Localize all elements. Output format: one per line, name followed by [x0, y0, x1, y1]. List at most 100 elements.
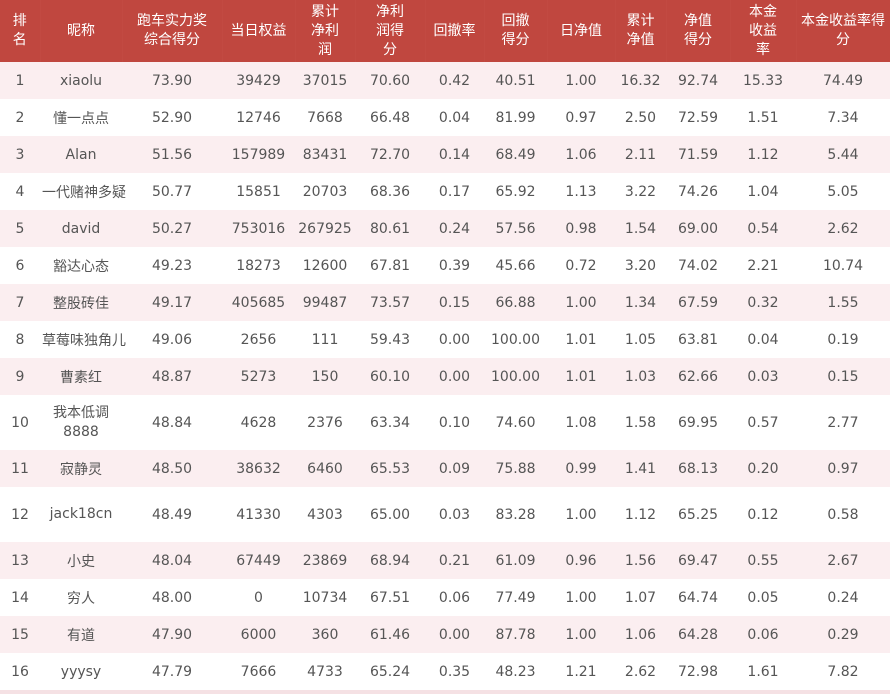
- rank-cell: 13: [0, 542, 40, 579]
- principal-return-score-cell: 7.34: [796, 99, 890, 136]
- principal-return-cell: 0.06: [730, 616, 796, 653]
- nickname-cell: 寂静灵: [40, 450, 122, 487]
- nav-score-cell: 72.59: [666, 99, 730, 136]
- cumulative-nav-cell: 16.32: [615, 62, 666, 99]
- nickname-cell: 我本低调8888: [40, 395, 122, 450]
- daily-nav-cell: 1.08: [547, 395, 615, 450]
- principal-return-cell: 0.20: [730, 450, 796, 487]
- profit-score-cell: 66.48: [355, 99, 425, 136]
- rank-cell: 8: [0, 321, 40, 358]
- header-row: 排名 昵称 跑车实力奖综合得分 当日权益 累计净利润 净利润得分 回撤率 回撤得…: [0, 0, 890, 62]
- cumulative-nav-cell: 1.56: [615, 542, 666, 579]
- nav-score-cell: 62.66: [666, 358, 730, 395]
- header-cumulative-nav: 累计净值: [615, 0, 667, 62]
- profit-score-cell: 61.46: [355, 616, 425, 653]
- nav-score-cell: 69.47: [666, 542, 730, 579]
- equity-cell: 157989: [222, 136, 295, 173]
- rank-cell: 14: [0, 579, 40, 616]
- header-composite-score: 跑车实力奖综合得分: [122, 0, 223, 62]
- header-principal-return-score: 本金收益率得分: [796, 0, 890, 62]
- composite-score-cell: 48.00: [122, 579, 222, 616]
- principal-return-score-cell: 2.62: [796, 210, 890, 247]
- equity-cell: 0: [222, 579, 295, 616]
- principal-return-cell: 0.32: [730, 284, 796, 321]
- drawdown-score-cell: 87.78: [484, 616, 547, 653]
- drawdown-rate-cell: 0.24: [425, 210, 484, 247]
- drawdown-score-cell: 57.56: [484, 210, 547, 247]
- rank-cell: 9: [0, 358, 40, 395]
- drawdown-score-cell: 40.51: [484, 62, 547, 99]
- rank-cell: 5: [0, 210, 40, 247]
- cumulative-profit-cell: 4733: [295, 653, 355, 690]
- principal-return-score-cell: 5.05: [796, 173, 890, 210]
- profit-score-cell: 65.00: [355, 487, 425, 542]
- drawdown-score-cell: 66.88: [484, 284, 547, 321]
- cumulative-profit-cell: 23869: [295, 542, 355, 579]
- composite-score-cell: 47.79: [122, 653, 222, 690]
- nickname-cell: xiaolu: [40, 62, 122, 99]
- table-row: 15 有道 47.90 6000 360 61.46 0.00 87.78 1.00 1.06 64…: [0, 616, 890, 653]
- nickname-cell: david: [40, 210, 122, 247]
- cumulative-profit-cell: 7668: [295, 99, 355, 136]
- nickname-cell: 穷人: [40, 579, 122, 616]
- nav-score-cell: 69.00: [666, 210, 730, 247]
- principal-return-score-cell: 10.74: [796, 247, 890, 284]
- nickname-cell: 草莓味独角儿: [40, 321, 126, 358]
- daily-nav-cell: 1.00: [547, 616, 615, 653]
- profit-score-cell: 70.60: [355, 62, 425, 99]
- cumulative-nav-cell: 2.62: [615, 653, 666, 690]
- rank-cell: 1: [0, 62, 40, 99]
- nav-score-cell: 64.74: [666, 579, 730, 616]
- drawdown-rate-cell: 0.39: [425, 247, 484, 284]
- principal-return-score-cell: 0.19: [796, 321, 890, 358]
- table-row: 2 懂一点点 52.90 12746 7668 66.48 0.04 81.99 0.97 2.5…: [0, 99, 890, 136]
- nav-score-cell: 64.28: [666, 616, 730, 653]
- daily-nav-cell: 1.01: [547, 358, 615, 395]
- cumulative-profit-cell: 10734: [295, 579, 355, 616]
- cumulative-profit-cell: 37015: [295, 62, 355, 99]
- header-profit-score: 净利润得分: [355, 0, 426, 62]
- cumulative-nav-cell: 1.05: [615, 321, 666, 358]
- composite-score-cell: 49.06: [122, 321, 222, 358]
- drawdown-score-cell: 65.92: [484, 173, 547, 210]
- daily-nav-cell: 1.00: [547, 579, 615, 616]
- rank-cell: 16: [0, 653, 40, 690]
- principal-return-score-cell: 0.97: [796, 450, 890, 487]
- daily-nav-cell: 1.06: [547, 136, 615, 173]
- nickname-cell: 曹素红: [40, 358, 122, 395]
- drawdown-rate-cell: 0.42: [425, 62, 484, 99]
- profit-score-cell: 67.51: [355, 579, 425, 616]
- nav-score-cell: 68.13: [666, 450, 730, 487]
- profit-score-cell: 63.34: [355, 395, 425, 450]
- composite-score-cell: 48.84: [122, 395, 222, 450]
- equity-cell: 41330: [222, 487, 295, 542]
- nav-score-cell: 74.02: [666, 247, 730, 284]
- header-nickname: 昵称: [40, 0, 123, 62]
- rank-cell: 7: [0, 284, 40, 321]
- principal-return-cell: 1.61: [730, 653, 796, 690]
- drawdown-rate-cell: 0.00: [425, 358, 484, 395]
- principal-return-cell: 0.04: [730, 321, 796, 358]
- principal-return-cell: 0.03: [730, 358, 796, 395]
- nav-score-cell: 69.95: [666, 395, 730, 450]
- drawdown-rate-cell: 0.00: [425, 321, 484, 358]
- equity-cell: 67449: [222, 542, 295, 579]
- nav-score-cell: 63.81: [666, 321, 730, 358]
- table-header: 排名 昵称 跑车实力奖综合得分 当日权益 累计净利润 净利润得分 回撤率 回撤得…: [0, 0, 890, 62]
- table-row: 6 豁达心态 49.23 18273 12600 67.81 0.39 45.66 0.72 3.…: [0, 247, 890, 284]
- drawdown-rate-cell: 0.06: [425, 579, 484, 616]
- profit-score-cell: 65.24: [355, 653, 425, 690]
- table-row: 3 Alan 51.56 157989 83431 72.70 0.14 68.49 1.06 2…: [0, 136, 890, 173]
- principal-return-score-cell: 2.77: [796, 395, 890, 450]
- daily-nav-cell: 0.99: [547, 450, 615, 487]
- cumulative-nav-cell: 1.07: [615, 579, 666, 616]
- composite-score-cell: 50.77: [122, 173, 222, 210]
- equity-cell: 12746: [222, 99, 295, 136]
- rank-cell: 4: [0, 173, 40, 210]
- header-rank: 排名: [0, 0, 41, 62]
- principal-return-cell: 0.12: [730, 487, 796, 542]
- cumulative-nav-cell: 3.20: [615, 247, 666, 284]
- nickname-cell: 整股砖佳: [40, 284, 122, 321]
- profit-score-cell: 59.43: [355, 321, 425, 358]
- cumulative-profit-cell: 360: [295, 616, 355, 653]
